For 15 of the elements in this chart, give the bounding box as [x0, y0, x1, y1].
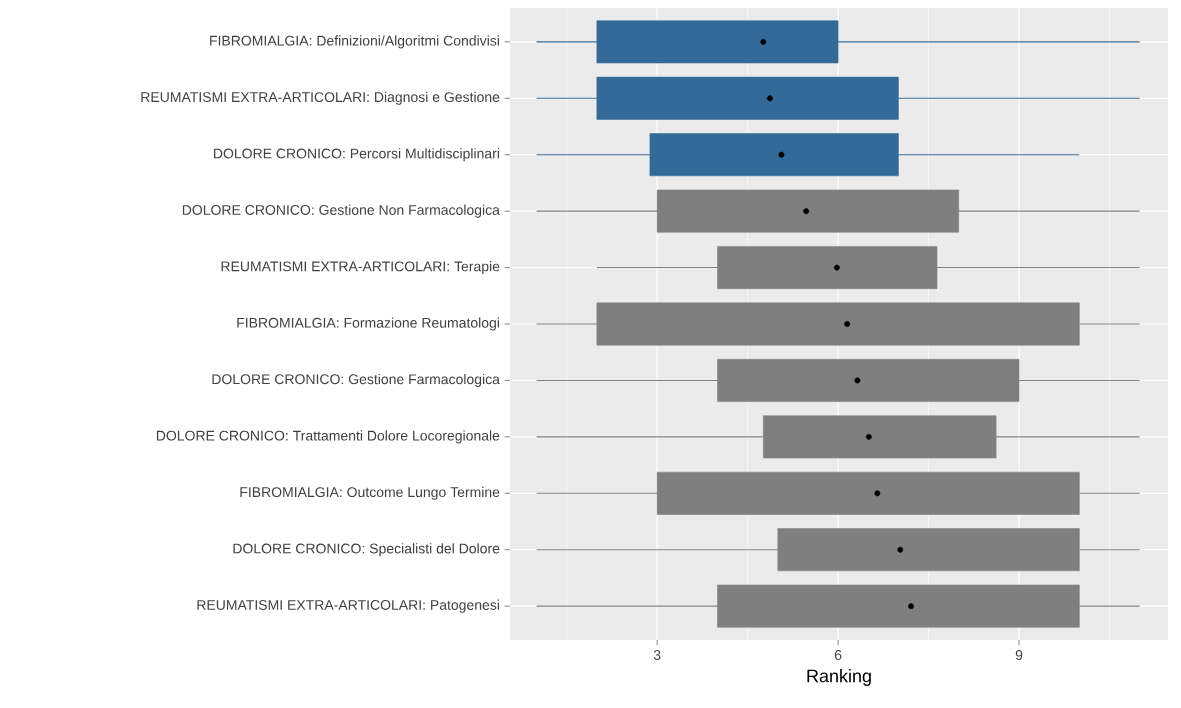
y-tick-label: DOLORE CRONICO: Specialisti del Dolore — [233, 543, 500, 557]
y-tick-label: DOLORE CRONICO: Percorsi Multidisciplinari — [214, 148, 499, 162]
y-tick-label: FIBROMIALGIA: Formazione Reumatologi — [237, 317, 499, 331]
y-tick-label: DOLORE CRONICO: Gestione Non Farmacologica — [182, 204, 500, 218]
y-tick-label: DOLORE CRONICO: Gestione Farmacologica — [212, 373, 500, 387]
y-tick-label: REUMATISMI EXTRA-ARTICOLARI: Terapie — [221, 261, 500, 275]
y-tick-label: FIBROMIALGIA: Outcome Lungo Termine — [240, 486, 500, 500]
x-tick-label: 9 — [1015, 650, 1023, 660]
x-tick-label: 3 — [653, 650, 661, 660]
x-tick-label: 6 — [834, 650, 842, 660]
x-axis-title: Ranking — [807, 669, 871, 686]
y-tick-label: FIBROMIALGIA: Definizioni/Algoritmi Condivisi — [210, 35, 499, 49]
y-tick-label: DOLORE CRONICO: Trattamenti Dolore Locoregionale — [156, 430, 500, 444]
y-tick-label: REUMATISMI EXTRA-ARTICOLARI: Patogenesi — [197, 599, 500, 613]
y-tick-label: REUMATISMI EXTRA-ARTICOLARI: Diagnosi e Gestione — [141, 91, 500, 105]
